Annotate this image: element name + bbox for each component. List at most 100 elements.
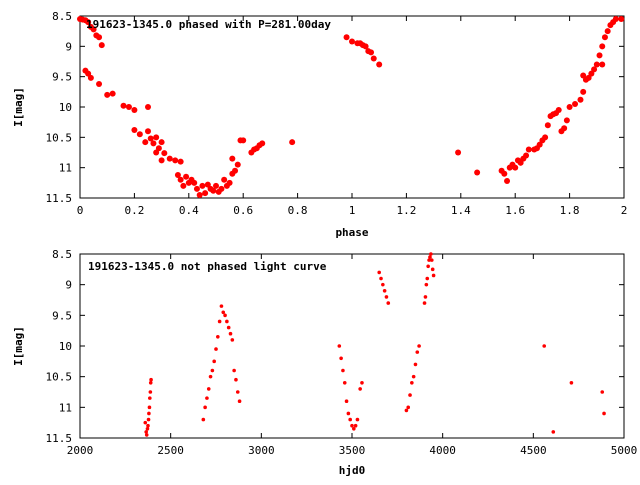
- data-point: [417, 344, 421, 348]
- x-tick-label: 1.4: [451, 204, 471, 217]
- data-point: [199, 182, 206, 189]
- data-point: [423, 295, 428, 299]
- y-tick-label: 11: [59, 162, 72, 175]
- data-point: [104, 91, 111, 98]
- data-point: [153, 149, 160, 156]
- y-ticks: 8.5 9 9.5 10 10.5 11 11.5: [46, 248, 624, 445]
- data-point: [85, 19, 92, 26]
- y-tick-label: 10: [59, 340, 72, 353]
- y-tick-label: 9.5: [52, 309, 72, 322]
- x-tick-label: 1.6: [505, 204, 525, 217]
- data-point: [145, 128, 151, 135]
- data-point: [368, 49, 375, 56]
- x-tick-label: 3500: [339, 444, 366, 457]
- data-point: [424, 282, 429, 287]
- data-point: [131, 127, 138, 134]
- data-point: [612, 16, 619, 23]
- data-point: [201, 417, 206, 422]
- data-points: [77, 16, 625, 198]
- data-point: [210, 368, 215, 373]
- data-point: [404, 408, 409, 413]
- y-tick-label: 9: [65, 279, 72, 292]
- data-point: [599, 61, 606, 68]
- data-point: [523, 152, 530, 159]
- data-point: [146, 423, 150, 428]
- data-point: [618, 16, 625, 23]
- data-point: [216, 335, 220, 339]
- data-point: [217, 319, 222, 324]
- data-point: [360, 381, 364, 385]
- x-tick-label: 4500: [520, 444, 547, 457]
- data-point: [158, 157, 165, 164]
- x-tick-label: 0.2: [124, 204, 144, 217]
- data-point: [377, 270, 382, 275]
- data-point: [146, 417, 151, 422]
- data-point: [125, 104, 132, 110]
- data-point: [120, 102, 127, 109]
- data-point: [422, 301, 427, 305]
- data-point: [349, 38, 355, 45]
- x-axis-label: hjd0: [339, 464, 366, 477]
- data-point: [136, 131, 143, 138]
- data-point: [406, 405, 411, 410]
- data-point: [213, 182, 219, 189]
- data-point: [208, 374, 213, 379]
- x-tick-label: 0.8: [288, 204, 308, 217]
- data-point: [143, 420, 148, 425]
- data-point: [561, 125, 568, 132]
- y-axis-label: I[mag]: [12, 326, 25, 366]
- data-point: [455, 149, 462, 156]
- data-point: [144, 430, 148, 434]
- data-point: [221, 176, 228, 183]
- data-point: [355, 417, 360, 422]
- data-point: [381, 282, 385, 287]
- data-point: [346, 411, 351, 416]
- data-point: [203, 405, 207, 410]
- data-point: [180, 182, 187, 189]
- data-point: [221, 310, 226, 315]
- data-point: [229, 155, 236, 162]
- data-point: [596, 52, 603, 59]
- y-tick-label: 11: [59, 401, 72, 414]
- data-point: [569, 381, 574, 385]
- data-point: [474, 169, 481, 176]
- data-point: [593, 61, 600, 68]
- data-point: [96, 34, 103, 41]
- data-point: [219, 304, 224, 308]
- data-point: [386, 301, 391, 305]
- x-tick-label: 0.6: [233, 204, 253, 217]
- data-point: [191, 179, 198, 186]
- x-tick-label: 2000: [67, 444, 94, 457]
- y-tick-label: 10: [59, 101, 72, 114]
- data-point: [337, 344, 342, 348]
- data-point: [427, 258, 431, 262]
- y-tick-label: 9: [65, 40, 72, 53]
- data-point: [232, 167, 239, 174]
- data-point: [601, 34, 608, 41]
- data-point: [370, 55, 377, 62]
- data-point: [413, 362, 418, 367]
- data-point: [339, 356, 343, 361]
- x-tick-label: 5000: [611, 444, 638, 457]
- data-point: [237, 399, 242, 404]
- data-point: [212, 359, 216, 364]
- data-point: [376, 61, 383, 68]
- data-point: [572, 100, 579, 107]
- data-point: [525, 146, 532, 153]
- data-point: [429, 252, 433, 256]
- x-tick-label: 0: [77, 204, 84, 217]
- y-tick-label: 11.5: [46, 192, 73, 205]
- phased-light-curve-chart: 0 0.2 0.4 0.6 0.8 1 1.2 1.4 1.6 1.8 2 8.5 9 9.5 10 10.…: [12, 10, 627, 239]
- data-point: [411, 374, 416, 379]
- data-point: [218, 185, 225, 192]
- data-point: [230, 338, 235, 342]
- data-point: [504, 178, 511, 185]
- x-tick-label: 4000: [429, 444, 456, 457]
- data-point: [155, 145, 162, 152]
- data-point: [431, 273, 436, 278]
- x-tick-label: 1.2: [396, 204, 416, 217]
- y-tick-label: 9.5: [52, 71, 72, 84]
- data-point: [232, 368, 236, 373]
